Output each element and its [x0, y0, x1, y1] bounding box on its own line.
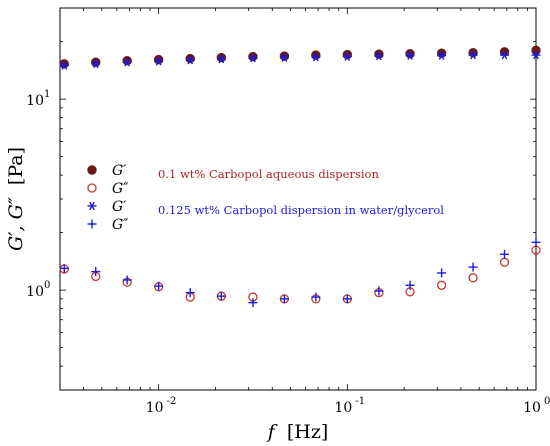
x-tick-label: 10 [523, 400, 541, 416]
data-point [342, 294, 352, 304]
x-tick-label-exponent: 0 [544, 396, 550, 407]
data-point [437, 51, 447, 60]
data-point [91, 59, 101, 69]
data-point [437, 268, 447, 278]
data-point [59, 263, 69, 273]
data-point [531, 50, 541, 60]
data-point [279, 51, 290, 61]
legend-label: G″ [112, 217, 129, 233]
y-axis-label: G′, G″ [Pa] [5, 147, 27, 251]
y-tick-label-exponent: 0 [44, 280, 50, 291]
legend-marker [87, 201, 97, 211]
data-point [216, 52, 227, 63]
data-point [405, 280, 415, 290]
data-point [500, 50, 510, 60]
legend-label: G′ [112, 199, 127, 215]
data-point [279, 294, 289, 304]
data-point [311, 292, 321, 302]
data-point [468, 262, 478, 272]
y-tick-label: 10 [26, 93, 44, 109]
x-tick-label-exponent: -1 [355, 396, 365, 407]
y-axis-var: G′, G″ [5, 197, 27, 251]
data-point [216, 54, 226, 64]
y-tick-label-exponent: 1 [44, 89, 50, 100]
series-filled-circle [59, 45, 541, 69]
data-point [436, 280, 447, 290]
legend-marker [87, 165, 97, 175]
legend-marker [87, 219, 97, 229]
data-point [248, 51, 258, 62]
y-tick-label: 10 [26, 284, 44, 300]
data-point [154, 281, 164, 291]
data-point [342, 52, 352, 61]
data-point [91, 267, 101, 277]
data-point [499, 257, 510, 267]
series-star [59, 50, 541, 70]
legend: G′ G″ G′ G″ 0.1 wt% Carbopol aqueous dispers… [87, 163, 444, 233]
data-point [248, 298, 258, 308]
y-axis-unit: [Pa] [5, 147, 27, 185]
data-point [531, 45, 541, 56]
data-point [374, 286, 384, 296]
data-point [122, 57, 132, 67]
data-marks [59, 45, 541, 308]
data-point [216, 291, 226, 301]
data-point [185, 288, 195, 298]
plot-frame [59, 7, 537, 391]
data-point [185, 55, 195, 65]
legend-group-label: 0.1 wt% Carbopol aqueous dispersion [158, 167, 379, 181]
legend-label: G′ [112, 163, 127, 179]
data-point [311, 52, 321, 62]
legend-label: G″ [112, 181, 129, 197]
series-plus [59, 237, 541, 308]
x-axis-unit: [Hz] [287, 421, 328, 443]
data-point [468, 273, 478, 283]
data-point [248, 53, 258, 63]
legend-marker [87, 183, 97, 193]
data-point [154, 56, 164, 66]
ticks: 10 -2 10 -1 10 010 010 1 [26, 7, 550, 416]
x-tick-label-exponent: -2 [167, 396, 177, 407]
data-point [405, 51, 415, 60]
x-tick-label: 10 [334, 400, 352, 416]
data-point [500, 249, 510, 259]
x-axis-label: f [Hz] [266, 421, 329, 443]
data-point [279, 53, 289, 62]
series-open-circle [59, 245, 541, 304]
data-point [468, 50, 478, 60]
x-tick-label: 10 [146, 400, 164, 416]
legend-group-label: 0.125 wt% Carbopol dispersion in water/g… [158, 203, 444, 217]
data-point [374, 51, 384, 61]
data-point [59, 61, 69, 70]
data-point [122, 275, 132, 285]
x-axis-var: f [266, 421, 278, 443]
data-point [531, 237, 541, 247]
